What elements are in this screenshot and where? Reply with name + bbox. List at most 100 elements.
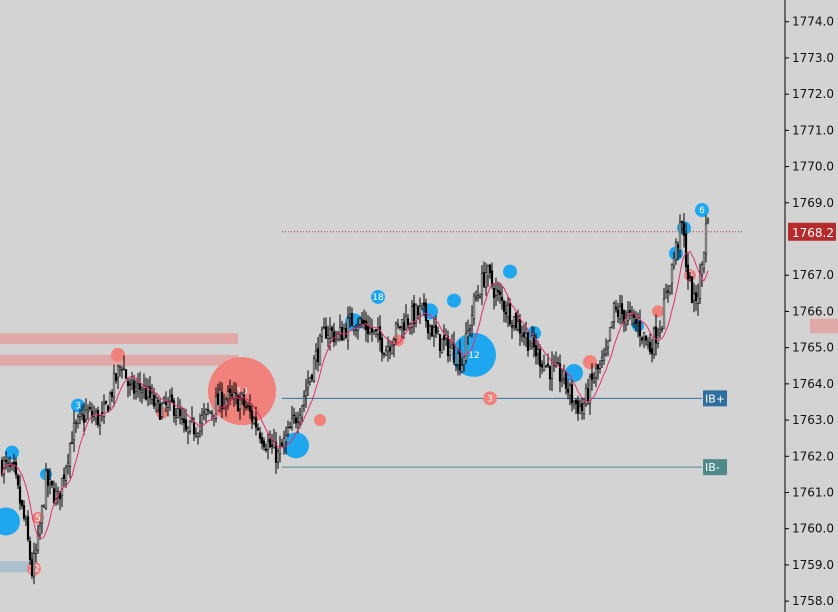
candle [572, 400, 576, 410]
candle [16, 473, 20, 489]
candle [330, 325, 334, 342]
candle [238, 391, 242, 420]
candle [62, 467, 66, 488]
axis-tick-label: 1774.0 [792, 15, 834, 29]
candle [112, 364, 116, 407]
candle [614, 299, 618, 313]
candle [52, 480, 56, 506]
level-tag-box [703, 390, 727, 407]
candle [96, 406, 100, 428]
axis-tick-label: 1767.0 [792, 268, 834, 282]
current-price-label: 1768.2 [792, 226, 834, 240]
candle [166, 397, 170, 417]
candle [422, 293, 426, 316]
candle [416, 304, 420, 320]
candle [574, 398, 578, 415]
candle [604, 338, 608, 357]
candle [68, 442, 72, 478]
candle [560, 369, 564, 388]
candle [600, 350, 604, 368]
candle [14, 457, 18, 479]
axis-tick-label: 1758.0 [792, 594, 834, 608]
axis-tick-label: 1759.0 [792, 558, 834, 572]
candle [520, 325, 524, 343]
candle [620, 295, 624, 325]
candle [186, 426, 190, 445]
candle [426, 320, 430, 340]
candle [242, 388, 246, 416]
axis-tick-label: 1772.0 [792, 87, 834, 101]
candle [216, 383, 220, 406]
candle [20, 499, 24, 510]
candle [236, 393, 240, 412]
candle [692, 282, 696, 313]
candle [664, 283, 668, 299]
candle [648, 333, 652, 355]
candle [678, 214, 682, 258]
candle [82, 402, 86, 436]
candle [542, 354, 546, 372]
candle [274, 431, 278, 474]
candle [480, 265, 484, 306]
axis-tick-label: 1766.0 [792, 304, 834, 318]
bubble-label: 3 [487, 394, 493, 404]
candle [568, 382, 572, 406]
candle [486, 264, 490, 287]
candle [498, 283, 502, 304]
candle [106, 404, 110, 412]
candle [402, 313, 406, 339]
candle [308, 376, 312, 386]
candle [148, 375, 152, 405]
level-tag-label: IB- [705, 461, 720, 474]
candle [324, 317, 328, 340]
candle [562, 364, 566, 385]
candle [386, 336, 390, 362]
candle [160, 401, 164, 420]
candle [432, 317, 436, 347]
candle [454, 364, 458, 372]
candle [612, 301, 616, 330]
candle [578, 399, 582, 414]
candle [672, 252, 676, 270]
candle [292, 407, 296, 424]
candle [110, 389, 114, 403]
candle [70, 431, 74, 444]
axis-tick-label: 1761.0 [792, 485, 834, 499]
ask-bubble [583, 355, 597, 370]
candle [668, 285, 672, 296]
bid-bubble [0, 507, 20, 536]
candle [128, 378, 132, 396]
candle [638, 309, 642, 347]
candle [410, 300, 414, 335]
candle [316, 337, 320, 372]
candle [188, 420, 192, 435]
candle [180, 406, 184, 426]
candle [22, 500, 26, 521]
candle [260, 432, 264, 450]
candle [566, 379, 570, 400]
candle [398, 326, 402, 331]
candle [640, 336, 644, 345]
axis-tick-label: 1773.0 [792, 51, 834, 65]
candle [502, 299, 506, 323]
candle [472, 292, 476, 326]
candle [196, 432, 200, 445]
candle [40, 504, 44, 534]
bid-bubble [565, 363, 583, 382]
candle [536, 340, 540, 365]
candle [34, 543, 38, 563]
candle [342, 323, 346, 341]
candle [598, 359, 602, 374]
candle [64, 464, 68, 488]
ask-bubble [483, 391, 497, 406]
candle [218, 381, 222, 413]
candle [46, 468, 50, 498]
candle [94, 408, 98, 426]
candle [288, 421, 292, 429]
candle [38, 521, 42, 540]
candle [538, 344, 542, 378]
current-price-tag: 1768.2 [788, 222, 836, 241]
candle [602, 347, 606, 365]
candle [118, 364, 122, 377]
